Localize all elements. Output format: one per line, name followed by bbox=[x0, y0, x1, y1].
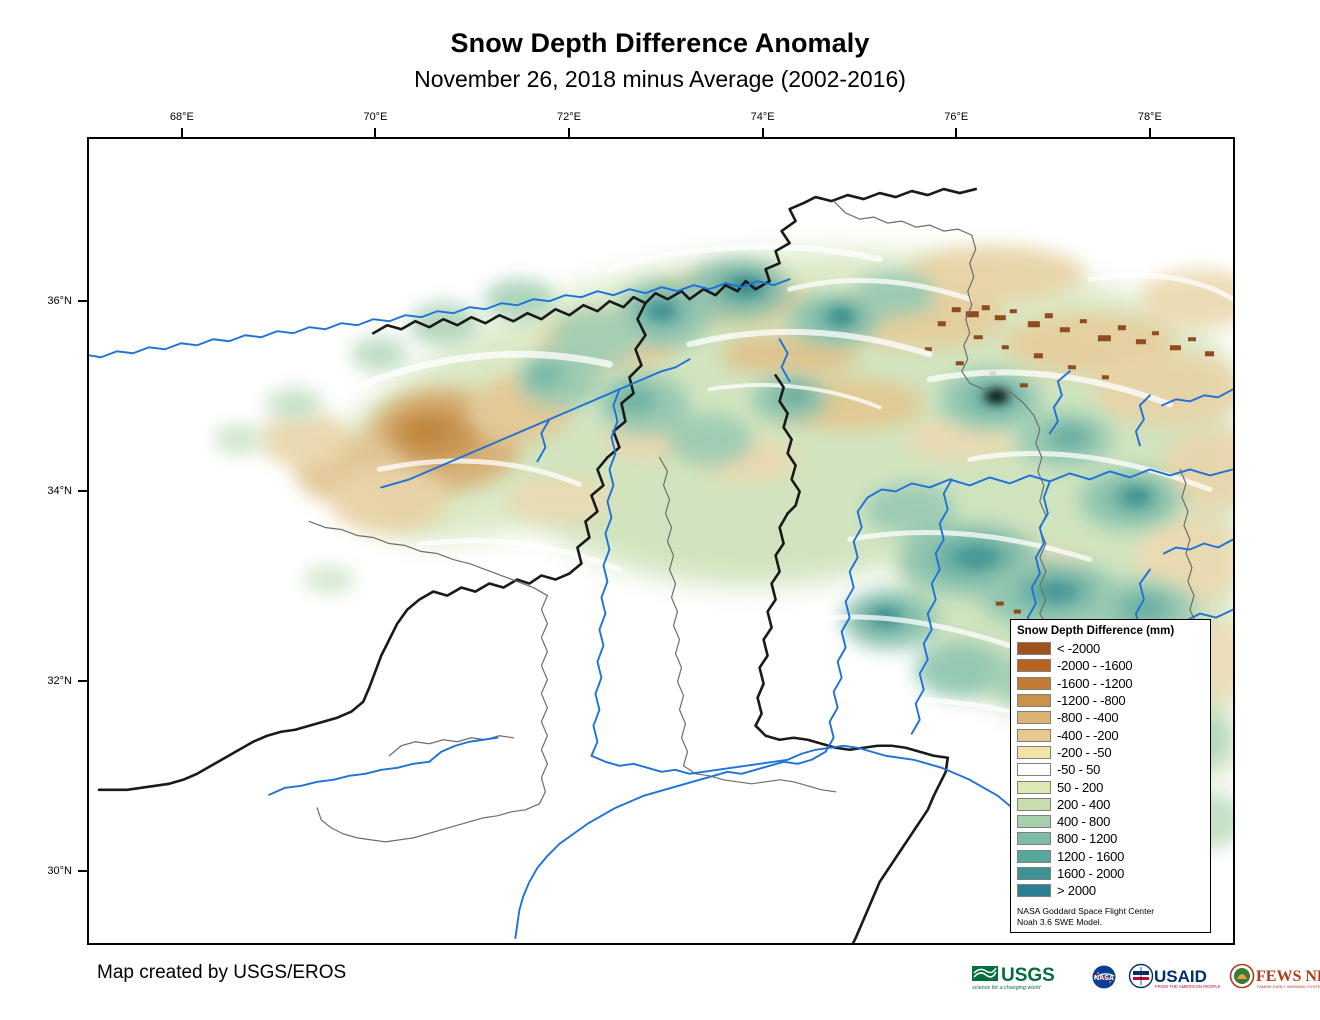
longitude-tick bbox=[1148, 128, 1151, 137]
svg-text:science for a changing world: science for a changing world bbox=[972, 985, 1041, 991]
legend-swatch bbox=[1017, 711, 1051, 725]
svg-text:FAMINE EARLY WARNING SYSTEMS N: FAMINE EARLY WARNING SYSTEMS NETWORK bbox=[1257, 984, 1320, 989]
legend-swatch bbox=[1017, 780, 1051, 794]
legend-row: > 2000 bbox=[1017, 882, 1205, 899]
logo-bar: USGS science for a changing world NASA U… bbox=[972, 962, 1320, 992]
legend-label: 1600 - 2000 bbox=[1057, 866, 1125, 881]
svg-text:USGS: USGS bbox=[1001, 965, 1055, 986]
legend-swatch bbox=[1017, 797, 1051, 811]
legend-row: 1200 - 1600 bbox=[1017, 848, 1205, 865]
longitude-tick-label: 74°E bbox=[750, 111, 775, 123]
legend-label: -200 - -50 bbox=[1057, 744, 1112, 760]
svg-text:NASA: NASA bbox=[1094, 975, 1114, 982]
latitude-tick-label: 36°N bbox=[47, 294, 72, 307]
longitude-tick bbox=[374, 128, 377, 137]
latitude-tick bbox=[78, 299, 87, 302]
legend-swatch bbox=[1017, 815, 1051, 829]
legend-label: > 2000 bbox=[1057, 883, 1096, 899]
latitude-tick-label: 32°N bbox=[47, 674, 72, 687]
longitude-tick-label: 68°E bbox=[169, 111, 194, 123]
page-title: Snow Depth Difference Anomaly bbox=[450, 28, 870, 58]
legend-label: 50 - 200 bbox=[1057, 779, 1104, 795]
usgs-logo: USGS science for a changing world bbox=[972, 963, 1080, 991]
legend-swatch bbox=[1017, 867, 1051, 880]
legend-swatch bbox=[1017, 676, 1051, 690]
map-raster bbox=[89, 139, 1233, 943]
legend-row: 800 - 1200 bbox=[1017, 830, 1205, 847]
legend-row: 200 - 400 bbox=[1017, 796, 1205, 813]
title-block: Snow Depth Difference Anomaly November 2… bbox=[0, 26, 1320, 94]
country-borders bbox=[97, 187, 978, 943]
legend-row: -200 - -50 bbox=[1017, 744, 1205, 761]
legend-panel: Snow Depth Difference (mm) < -2000 -2000 … bbox=[1010, 619, 1211, 934]
legend-swatch bbox=[1017, 832, 1051, 846]
legend-row: 1600 - 2000 bbox=[1017, 865, 1205, 882]
legend-swatch bbox=[1017, 728, 1051, 742]
legend-swatch bbox=[1017, 642, 1051, 656]
longitude-tick-label: 76°E bbox=[944, 111, 969, 123]
legend-credit-line-1: NASA Goddard Space Flight Center bbox=[1017, 906, 1155, 917]
legend-swatch bbox=[1017, 659, 1051, 673]
usaid-logo: USAID FROM THE AMERICAN PEOPLE bbox=[1128, 963, 1220, 991]
nasa-logo: NASA bbox=[1089, 963, 1119, 991]
map-frame[interactable]: Snow Depth Difference (mm) < -2000 -2000 … bbox=[87, 137, 1235, 945]
latitude-tick-label: 30°N bbox=[47, 864, 72, 877]
longitude-tick bbox=[180, 128, 183, 137]
legend-label: 400 - 800 bbox=[1057, 814, 1111, 830]
legend-label: -1200 - -800 bbox=[1057, 693, 1126, 709]
legend-label: -2000 - -1600 bbox=[1057, 658, 1133, 674]
legend-row: < -2000 bbox=[1017, 640, 1205, 657]
latitude-tick bbox=[78, 489, 87, 492]
legend-credit-line-2: Noah 3.6 SWE Model. bbox=[1017, 917, 1103, 928]
legend-label: 800 - 1200 bbox=[1057, 831, 1118, 847]
legend-row: -2000 - -1600 bbox=[1017, 657, 1205, 674]
page-subtitle: November 26, 2018 minus Average (2002-20… bbox=[414, 66, 906, 92]
legend-swatch bbox=[1017, 763, 1051, 777]
legend-row: -50 - 50 bbox=[1017, 761, 1205, 778]
legend-label: -400 - -200 bbox=[1057, 727, 1119, 743]
legend-swatch bbox=[1017, 745, 1051, 759]
longitude-tick bbox=[955, 128, 958, 137]
longitude-tick bbox=[761, 128, 764, 137]
legend-class-list: < -2000 -2000 - -1600 -1600 - -1200 -1200 -… bbox=[1017, 640, 1205, 899]
legend-row: 400 - 800 bbox=[1017, 813, 1205, 830]
legend-title: Snow Depth Difference (mm) bbox=[1017, 625, 1175, 637]
legend-label: < -2000 bbox=[1057, 641, 1101, 657]
legend-label: 1200 - 1600 bbox=[1057, 848, 1125, 864]
longitude-tick bbox=[568, 128, 571, 137]
legend-swatch bbox=[1017, 884, 1051, 898]
legend-credit: NASA Goddard Space Flight Center Noah 3.… bbox=[1017, 905, 1205, 928]
legend-swatch bbox=[1017, 694, 1051, 708]
legend-swatch bbox=[1017, 849, 1051, 863]
legend-label: -800 - -400 bbox=[1057, 710, 1119, 726]
longitude-tick-label: 70°E bbox=[363, 111, 388, 123]
svg-text:FEWS NET: FEWS NET bbox=[1256, 968, 1320, 985]
legend-row: 50 - 200 bbox=[1017, 778, 1205, 795]
longitude-tick-label: 78°E bbox=[1137, 111, 1162, 123]
latitude-tick bbox=[78, 679, 87, 682]
legend-row: -400 - -200 bbox=[1017, 726, 1205, 743]
legend-row: -1600 - -1200 bbox=[1017, 675, 1205, 692]
latitude-tick-label: 34°N bbox=[47, 484, 72, 497]
legend-label: 200 - 400 bbox=[1057, 796, 1111, 812]
legend-label: -50 - 50 bbox=[1057, 762, 1101, 778]
svg-text:FROM THE AMERICAN PEOPLE: FROM THE AMERICAN PEOPLE bbox=[1155, 984, 1220, 989]
map-credit: Map created by USGS/EROS bbox=[97, 962, 347, 983]
legend-row: -1200 - -800 bbox=[1017, 692, 1205, 709]
svg-text:USAID: USAID bbox=[1154, 967, 1207, 986]
longitude-tick-label: 72°E bbox=[557, 111, 582, 123]
legend-label: -1600 - -1200 bbox=[1057, 675, 1133, 691]
latitude-tick bbox=[78, 869, 87, 872]
fewsnet-logo: FEWS NET FAMINE EARLY WARNING SYSTEMS NE… bbox=[1229, 963, 1320, 991]
legend-row: -800 - -400 bbox=[1017, 709, 1205, 726]
